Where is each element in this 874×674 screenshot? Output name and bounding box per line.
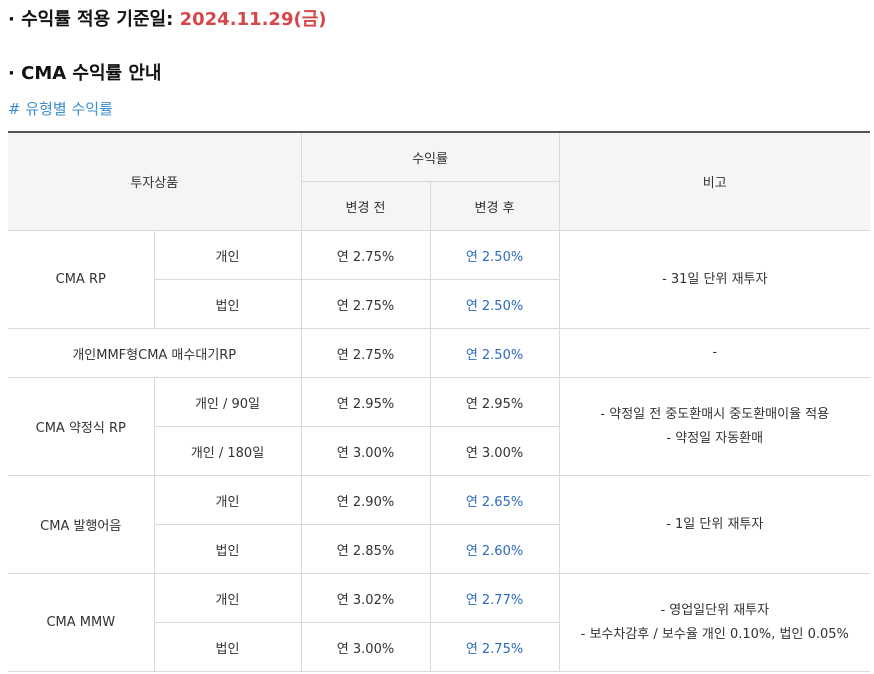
rate-before-cell: 연 2.75% [300, 230, 430, 280]
table-row: 법인 연 3.00% 연 2.75% [8, 622, 870, 672]
table-subheader-row: 변경 전 변경 후 [8, 181, 870, 231]
subtype-cell: 개인 / 180일 [153, 426, 301, 476]
table-row: 법인 연 2.75% 연 2.50% [8, 279, 870, 329]
section-title: · CMA 수익률 안내 [8, 63, 162, 84]
note-line: - 보수차감후 / 보수율 개인 0.10%, 법인 0.05% [580, 626, 849, 642]
header-after: 변경 후 [429, 181, 560, 231]
base-date-heading: · 수익률 적용 기준일: 2024.11.29(금) [8, 5, 326, 31]
product-cell: CMA MMW [8, 573, 154, 672]
note-cell: - 1일 단위 재투자 [558, 475, 871, 574]
note-cell: - 약정일 전 중도환매시 중도환매이율 적용 - 약정일 자동환매 [558, 377, 871, 476]
rate-before-cell: 연 2.95% [300, 377, 430, 427]
note-cell: - 영업일단위 재투자 - 보수차감후 / 보수율 개인 0.10%, 법인 0… [558, 573, 871, 672]
rate-after-cell: 연 2.65% [429, 475, 560, 525]
note-line: - 약정일 전 중도환매시 중도환매이율 적용 [600, 406, 830, 422]
subtitle-by-type: # 유형별 수익률 [8, 100, 113, 118]
rate-before-cell: 연 2.85% [300, 524, 430, 574]
note-cell: - 31일 단위 재투자 [558, 230, 871, 329]
rate-before-cell: 연 3.00% [300, 622, 430, 672]
rate-after-cell: 연 2.50% [429, 328, 560, 378]
table-header-row: 투자상품 수익률 비고 [8, 131, 871, 231]
table-row: 개인 / 180일 연 3.00% 연 3.00% [8, 426, 870, 476]
product-cell: CMA 약정식 RP [8, 377, 154, 476]
table-row: CMA 발행어음 개인 연 2.90% 연 2.65% - 1일 단위 재투자 [8, 475, 871, 574]
rate-after-cell: 연 2.60% [429, 524, 560, 574]
table-row: 법인 연 2.85% 연 2.60% [8, 524, 870, 574]
note-line: - 약정일 자동환매 [666, 430, 764, 446]
subtype-cell: 개인 / 90일 [153, 377, 301, 427]
rate-before-cell: 연 3.00% [300, 426, 430, 476]
rate-before-cell: 연 2.75% [300, 328, 430, 378]
base-date-label: · 수익률 적용 기준일: [8, 9, 180, 30]
subtype-cell: 개인 [153, 573, 301, 623]
subtype-cell: 법인 [153, 279, 301, 329]
rate-before-cell: 연 2.90% [300, 475, 430, 525]
rate-after-cell: 연 2.75% [429, 622, 560, 672]
subtype-cell: 개인 [153, 475, 301, 525]
header-note: 비고 [558, 131, 871, 231]
header-before: 변경 전 [300, 181, 430, 231]
rate-before-cell: 연 3.02% [300, 573, 430, 623]
table-row: CMA MMW 개인 연 3.02% 연 2.77% - 영업일단위 재투자 -… [8, 573, 871, 672]
rate-after-cell: 연 2.77% [429, 573, 560, 623]
rate-after-cell: 연 2.95% [429, 377, 560, 427]
header-product: 투자상품 [8, 131, 301, 231]
rate-after-cell: 연 3.00% [429, 426, 560, 476]
table-row: CMA 약정식 RP 개인 / 90일 연 2.95% 연 2.95% - 약정… [8, 377, 871, 476]
product-cell: 개인MMF형CMA 매수대기RP [8, 328, 301, 378]
table-row: 개인MMF형CMA 매수대기RP 연 2.75% 연 2.50% - [8, 328, 871, 378]
product-cell: CMA RP [8, 230, 154, 329]
rate-before-cell: 연 2.75% [300, 279, 430, 329]
note-line: - 영업일단위 재투자 [660, 602, 770, 618]
subtype-cell: 법인 [153, 622, 301, 672]
rates-table: 투자상품 수익률 비고 변경 전 변경 후 CMA RP 개인 연 2.75% … [8, 131, 871, 672]
note-cell: - [558, 328, 871, 378]
table-row: CMA RP 개인 연 2.75% 연 2.50% - 31일 단위 재투자 [8, 230, 871, 329]
subtype-cell: 개인 [153, 230, 301, 280]
rate-after-cell: 연 2.50% [429, 279, 560, 329]
base-date-value: 2024.11.29(금) [179, 9, 327, 30]
rate-after-cell: 연 2.50% [429, 230, 560, 280]
header-rate: 수익률 [300, 131, 560, 182]
product-cell: CMA 발행어음 [8, 475, 154, 574]
subtype-cell: 법인 [153, 524, 301, 574]
